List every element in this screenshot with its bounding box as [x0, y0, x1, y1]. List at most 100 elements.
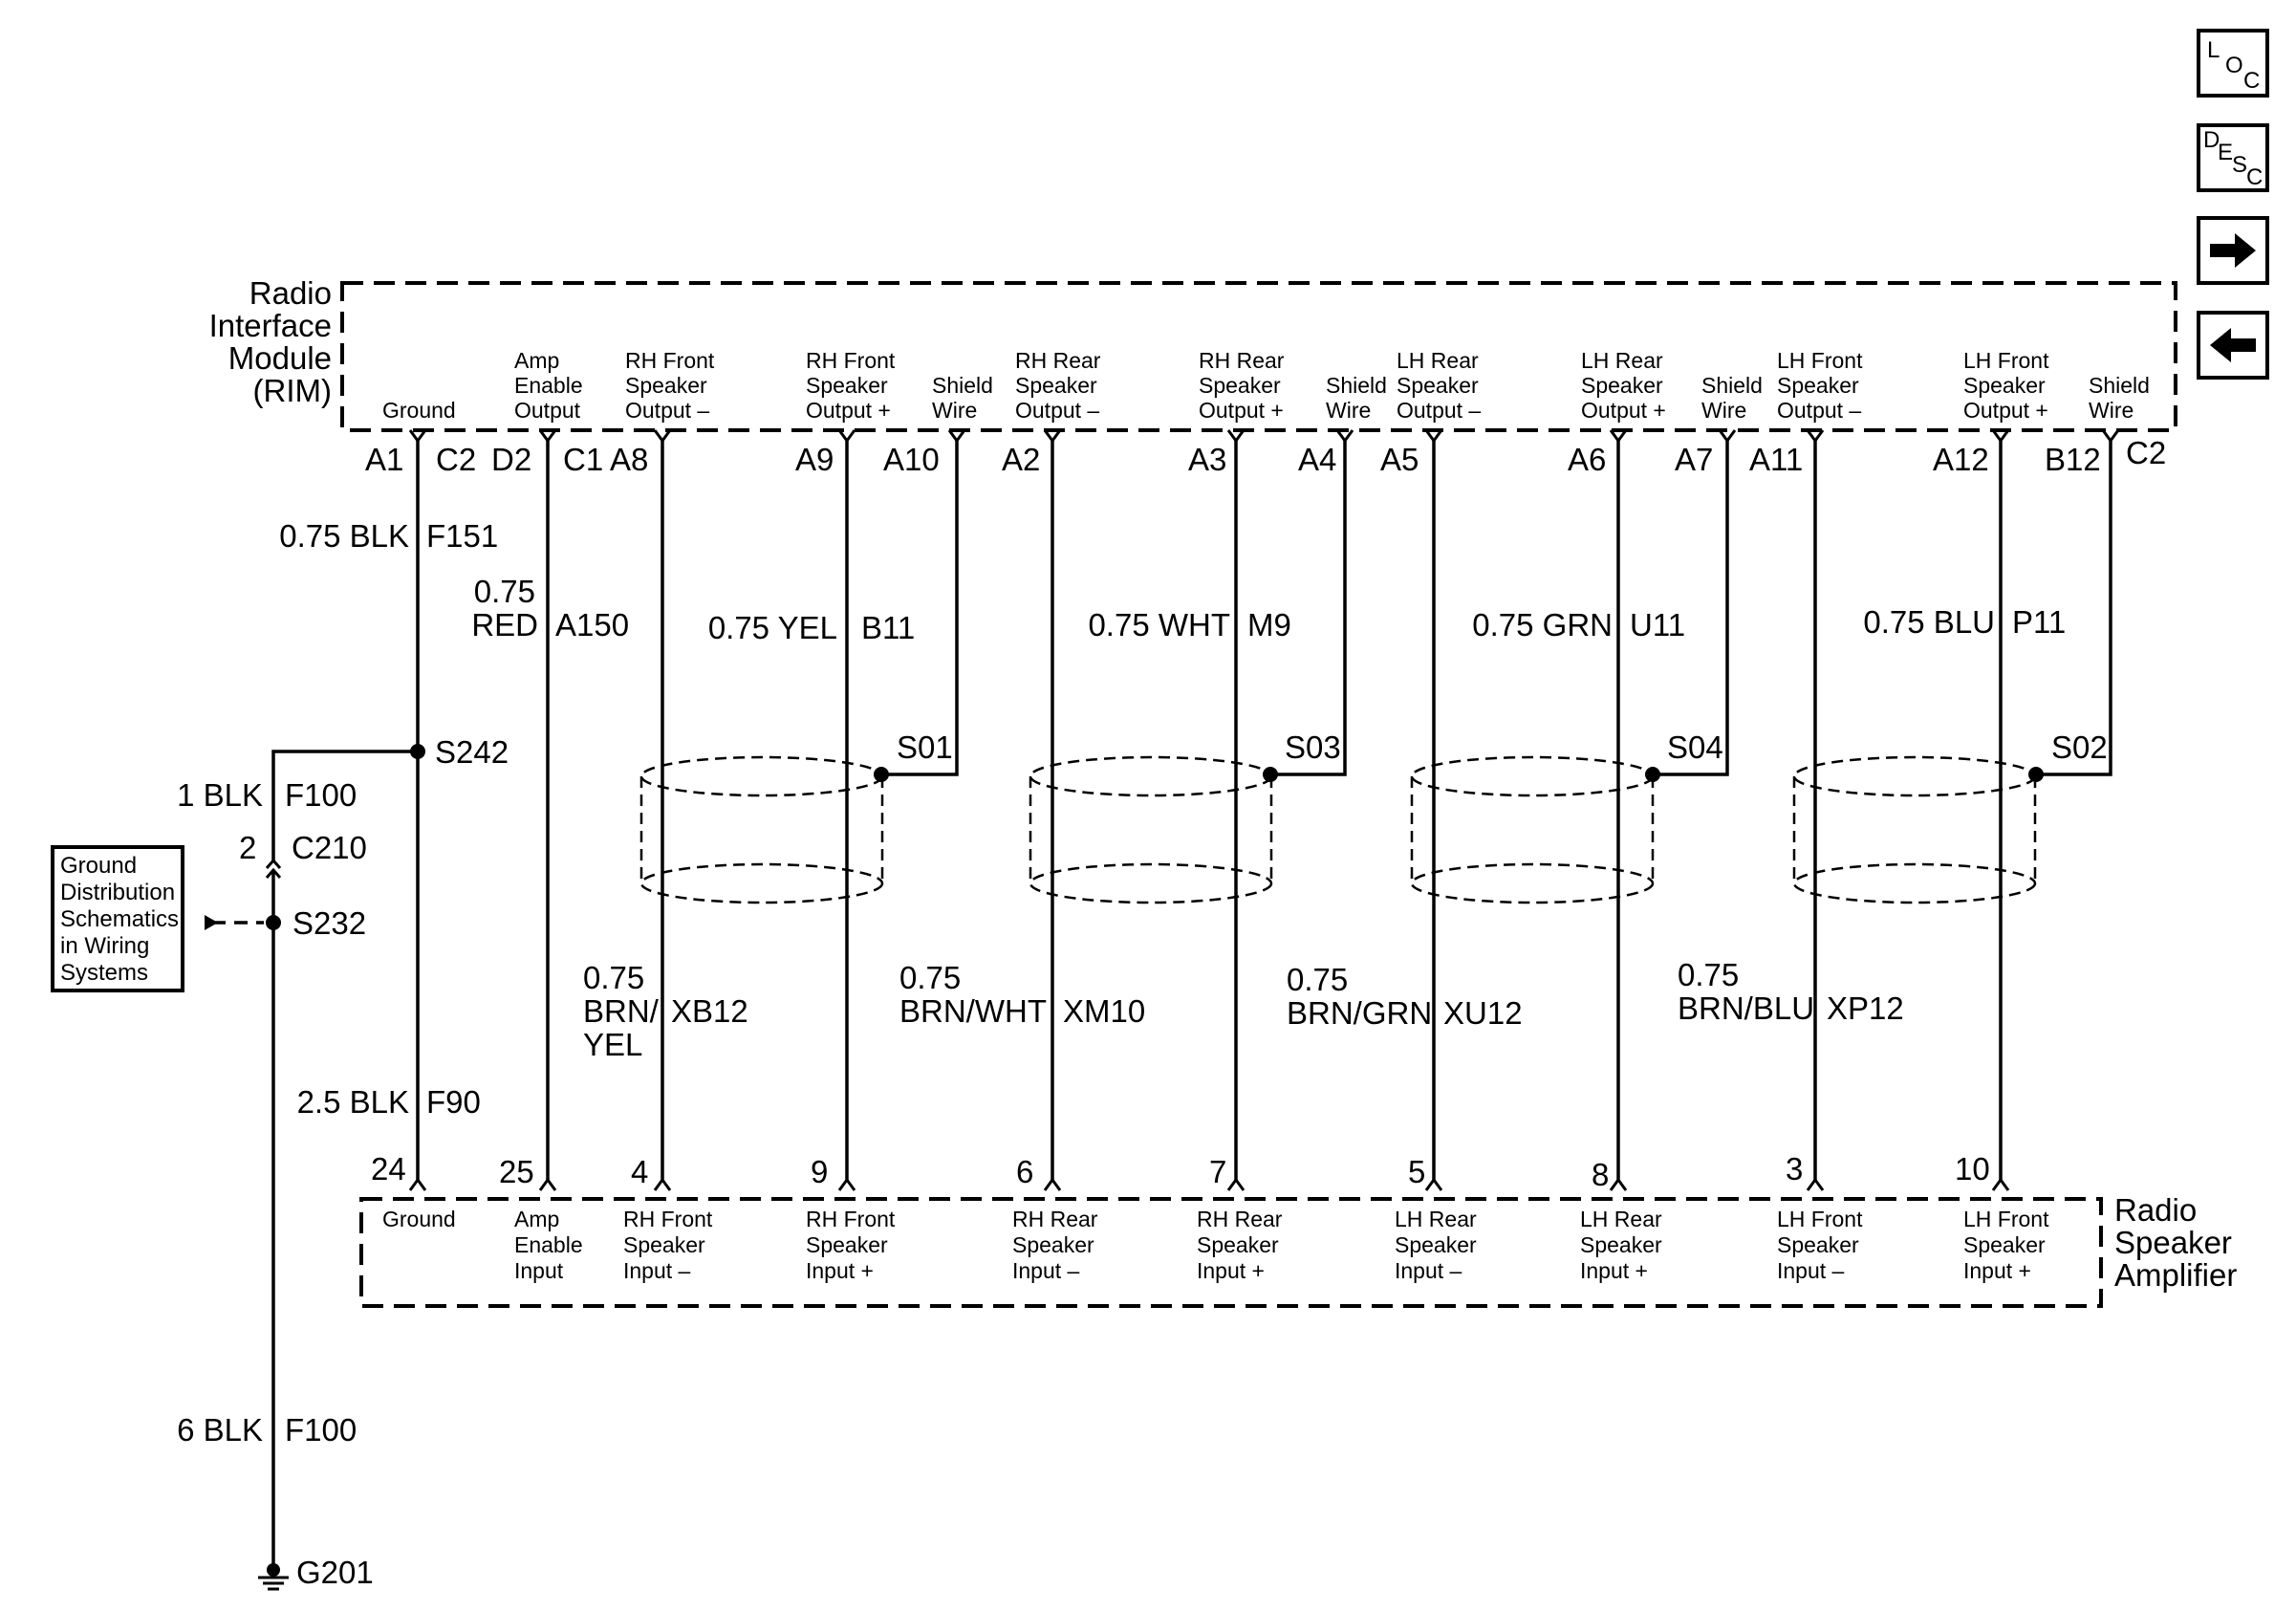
rim-terminal-label-8-line-2: Wire [1326, 398, 1371, 423]
splice-s232-dot [266, 915, 281, 930]
ref-line-5: Systems [60, 960, 148, 986]
rim-terminal-label-4-line-1: RH Front [806, 348, 896, 373]
amp-terminal-label-3-line-2: Speaker [623, 1232, 705, 1257]
rim-pin-a2-8: A2 [1002, 442, 1040, 477]
wire-m9-gauge-color: 0.75 WHT [1088, 607, 1230, 642]
wire-f100-main-circuit: F100 [285, 1412, 357, 1448]
wire-f100-main-gauge-color: 6 BLK [177, 1412, 263, 1448]
rim-terminal-label-3-line-1: RH Front [625, 348, 715, 373]
rim-title: Radio Interface Module (RIM) [209, 275, 332, 408]
ground-branch-wire-f100 [271, 750, 418, 860]
desc-button[interactable]: D E S C [2197, 123, 2269, 192]
amp-pin-24: 24 [371, 1151, 406, 1186]
wire-u11-circuit: U11 [1630, 607, 1685, 642]
splice-s242-label: S242 [435, 734, 509, 770]
ref-line-4: in Wiring [60, 933, 149, 959]
splice-s03-dot [1263, 767, 1278, 782]
wire-xu12-circuit: XU12 [1443, 995, 1523, 1031]
shield-4 [1792, 755, 2037, 904]
rim-pin-mark [1806, 429, 1825, 444]
rim-terminal-label-6-line-2: Speaker [1015, 373, 1097, 398]
rim-pin-mark [1991, 429, 2010, 444]
rim-pin-a8-5: A8 [610, 442, 648, 477]
rim-module: Radio Interface Module (RIM) Ground AmpEn… [209, 275, 2177, 477]
rim-pin-b12-16: B12 [2045, 442, 2101, 477]
amplifier-title: Radio Speaker Amplifier [2114, 1192, 2237, 1293]
amp-terminal-label-6-line-1: RH Rear [1197, 1207, 1283, 1231]
rim-pin-mark [1335, 429, 1354, 444]
shield-drain-wire-1 [881, 440, 959, 776]
desc-button-d: D [2203, 127, 2220, 153]
desc-button-e: E [2218, 140, 2233, 165]
connector-pin-marks [408, 429, 2120, 1191]
rim-terminal-label-2-line-1: Amp [514, 348, 559, 373]
wire-a150-circuit: A150 [555, 607, 629, 642]
splices: S242 S232 S01 S03 S04 S02 [266, 729, 2108, 941]
desc-button-s: S [2232, 152, 2247, 178]
wire-b11-gauge-color: 0.75 YEL [708, 610, 837, 645]
amp-pin-mark [837, 1177, 856, 1191]
rim-pin-mark [1043, 429, 1062, 444]
splice-s01-label: S01 [897, 729, 953, 765]
wire-xb12-color-a: BRN/ [583, 993, 660, 1029]
amp-pin-10: 10 [1955, 1151, 1990, 1186]
amp-pin-4: 4 [631, 1154, 648, 1189]
wire-f90-gauge-color: 2.5 BLK [297, 1084, 409, 1120]
amp-terminal-label-2-line-3: Input [514, 1258, 564, 1283]
amp-terminal-label-8-line-1: LH Rear [1580, 1207, 1662, 1231]
amp-terminal-label-8-line-2: Speaker [1580, 1232, 1662, 1257]
loc-button[interactable]: L O C [2197, 29, 2269, 98]
amp-terminal-label-9-line-3: Input – [1777, 1258, 1845, 1283]
rim-terminal-label-2-line-3: Output [514, 398, 581, 423]
arrow-left-icon [2210, 328, 2256, 362]
amp-pin-7: 7 [1209, 1154, 1226, 1189]
rim-terminal-label-7-line-3: Output + [1199, 398, 1284, 423]
rim-terminal-label-5-line-2: Wire [932, 398, 977, 423]
ground-distribution-reference[interactable]: Ground Distribution Schematics in Wiring… [51, 845, 184, 992]
wire-f151-circuit: F151 [426, 518, 498, 554]
rim-terminal-label-7-line-2: Speaker [1199, 373, 1281, 398]
rim-terminal-label-13-line-2: Speaker [1963, 373, 2046, 398]
splice-s242-dot [410, 744, 425, 759]
rim-pin-mark [538, 429, 557, 444]
prev-button[interactable] [2197, 311, 2269, 380]
amp-terminal-label-4-line-1: RH Front [806, 1207, 896, 1231]
wire-p11-circuit: P11 [2012, 604, 2066, 640]
wire-xm10-color: BRN/WHT [899, 993, 1047, 1029]
amp-terminal-label-6-line-3: Input + [1197, 1258, 1265, 1283]
wire-xp12-gauge: 0.75 [1678, 957, 1739, 992]
amp-pin-mark [408, 1177, 427, 1191]
wire-xu12-gauge: 0.75 [1287, 962, 1348, 997]
rim-pin-a6-12: A6 [1568, 442, 1606, 477]
splice-s01-dot [874, 767, 889, 782]
c210-name-label: C210 [292, 830, 367, 865]
wire-b11-circuit: B11 [861, 610, 915, 645]
next-button[interactable] [2197, 216, 2269, 285]
splice-s232-label: S232 [292, 905, 366, 941]
amplifier-module: Radio Speaker Amplifier Ground AmpEnableI… [359, 1151, 2237, 1308]
amp-terminal-label-5-line-2: Speaker [1012, 1232, 1094, 1257]
rim-pin-mark [1609, 429, 1628, 444]
shield-drain-wire-2 [1270, 440, 1347, 776]
rim-terminal-label-6-line-3: Output – [1015, 398, 1099, 423]
rim-terminal-label-1-line-1: Ground [382, 398, 456, 423]
svg-text:Speaker: Speaker [2114, 1225, 2232, 1260]
svg-text:(RIM): (RIM) [253, 373, 332, 408]
rim-terminal-label-9-line-3: Output – [1397, 398, 1481, 423]
amp-pin-5: 5 [1408, 1154, 1425, 1189]
splice-s03-label: S03 [1285, 729, 1341, 765]
rim-pin-c1-4: C1 [563, 442, 603, 477]
wire-u11-gauge-color: 0.75 GRN [1472, 607, 1613, 642]
amp-terminal-label-2-line-1: Amp [514, 1207, 559, 1231]
rim-terminal-label-10-line-3: Output + [1581, 398, 1666, 423]
rim-pin-a12-15: A12 [1933, 442, 1989, 477]
c210-pin-label: 2 [239, 830, 256, 865]
loc-button-o: O [2225, 53, 2243, 78]
ground-g201-label: G201 [296, 1555, 374, 1590]
wires [205, 440, 2112, 1564]
wire-f100-branch-gauge-color: 1 BLK [177, 777, 263, 813]
rim-pin-a1-1: A1 [365, 442, 403, 477]
wire-xm10-circuit: XM10 [1063, 993, 1145, 1029]
rim-pin-mark [1718, 429, 1737, 444]
